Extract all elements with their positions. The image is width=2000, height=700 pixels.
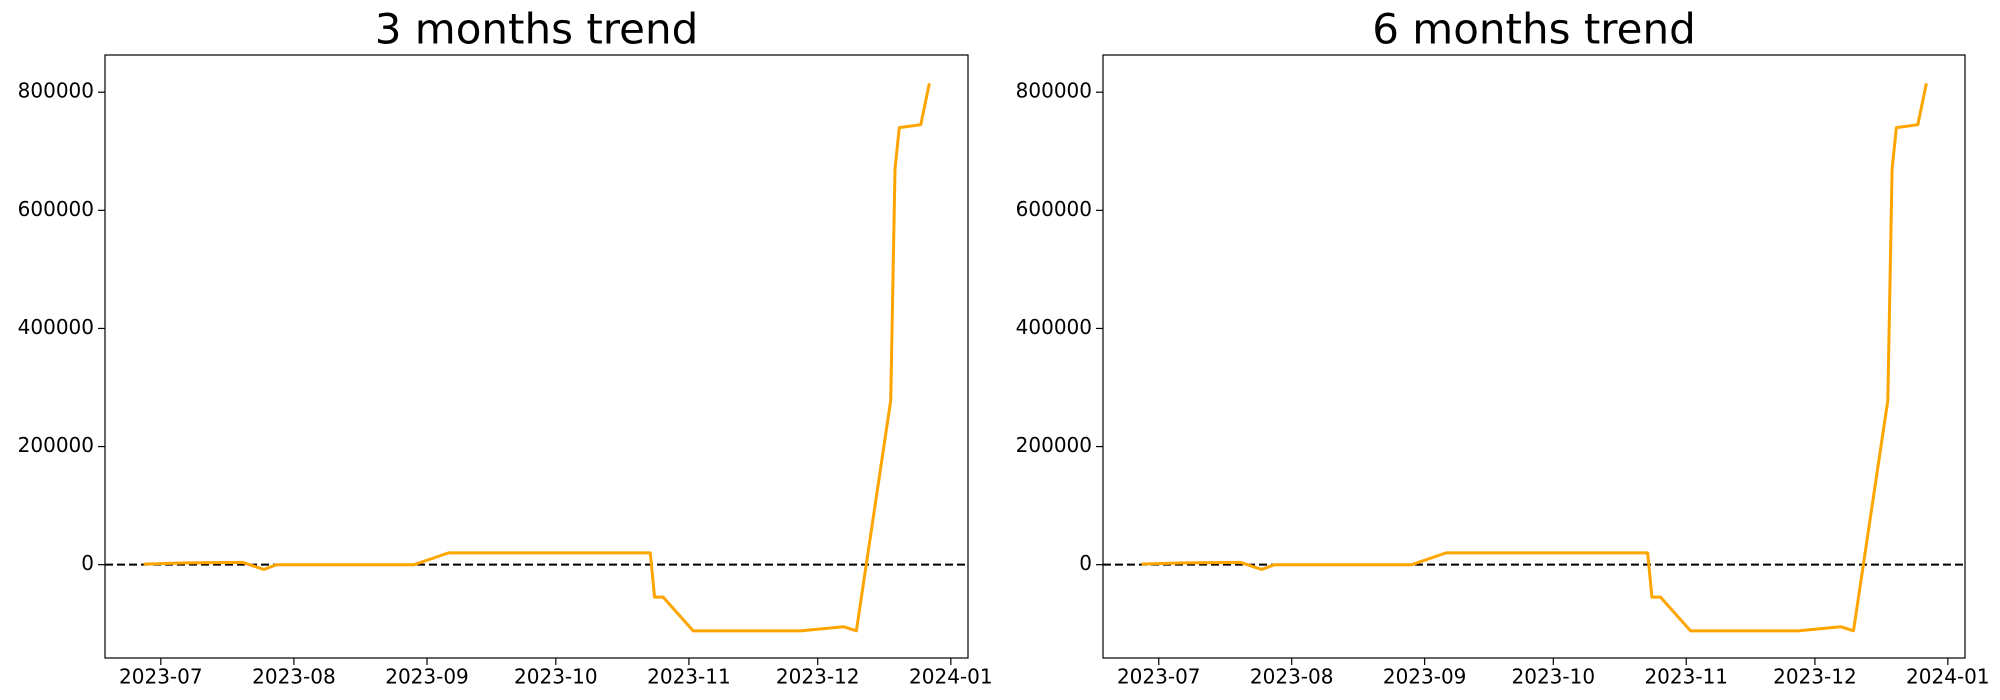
- x-tick-label: 2023-11: [647, 665, 731, 689]
- x-tick-label: 2023-07: [1117, 665, 1201, 689]
- trend-line: [143, 83, 931, 633]
- y-tick-label: 800000: [18, 79, 94, 103]
- y-tick-label: 200000: [18, 433, 94, 457]
- x-tick-label: 2023-08: [1250, 665, 1334, 689]
- y-tick-label: 400000: [18, 315, 94, 339]
- y-tick-label: 0: [1079, 551, 1092, 575]
- chart: 3 months trend 0 200000 400000 600000 800000 2…: [18, 5, 993, 689]
- x-tick-label: 2023-11: [1644, 665, 1728, 689]
- y-tick-label: 600000: [1016, 197, 1092, 221]
- y-tick-label: 600000: [18, 197, 94, 221]
- x-tick-label: 2023-12: [776, 665, 860, 689]
- x-tick-label: 2023-10: [514, 665, 598, 689]
- x-tick-label: 2023-12: [1773, 665, 1857, 689]
- chart-title: 3 months trend: [375, 5, 699, 54]
- y-tick-label: 0: [81, 551, 94, 575]
- y-tick-label: 200000: [1016, 433, 1092, 457]
- x-tick-label: 2023-10: [1512, 665, 1596, 689]
- chart: 6 months trend 0 200000 400000 600000 800000 2…: [1016, 5, 1990, 689]
- x-tick-label: 2024-01: [909, 665, 993, 689]
- plot-frame: [1102, 54, 1966, 659]
- y-tick-label: 400000: [1016, 315, 1092, 339]
- x-tick-label: 2023-09: [385, 665, 469, 689]
- x-tick-label: 2023-09: [1383, 665, 1467, 689]
- trend-line: [1141, 83, 1928, 633]
- plot-frame: [104, 54, 969, 659]
- x-tick-label: 2024-01: [1906, 665, 1990, 689]
- chart-title: 6 months trend: [1372, 5, 1696, 54]
- y-tick-label: 800000: [1016, 79, 1092, 103]
- x-tick-label: 2023-08: [252, 665, 336, 689]
- x-tick-label: 2023-07: [119, 665, 203, 689]
